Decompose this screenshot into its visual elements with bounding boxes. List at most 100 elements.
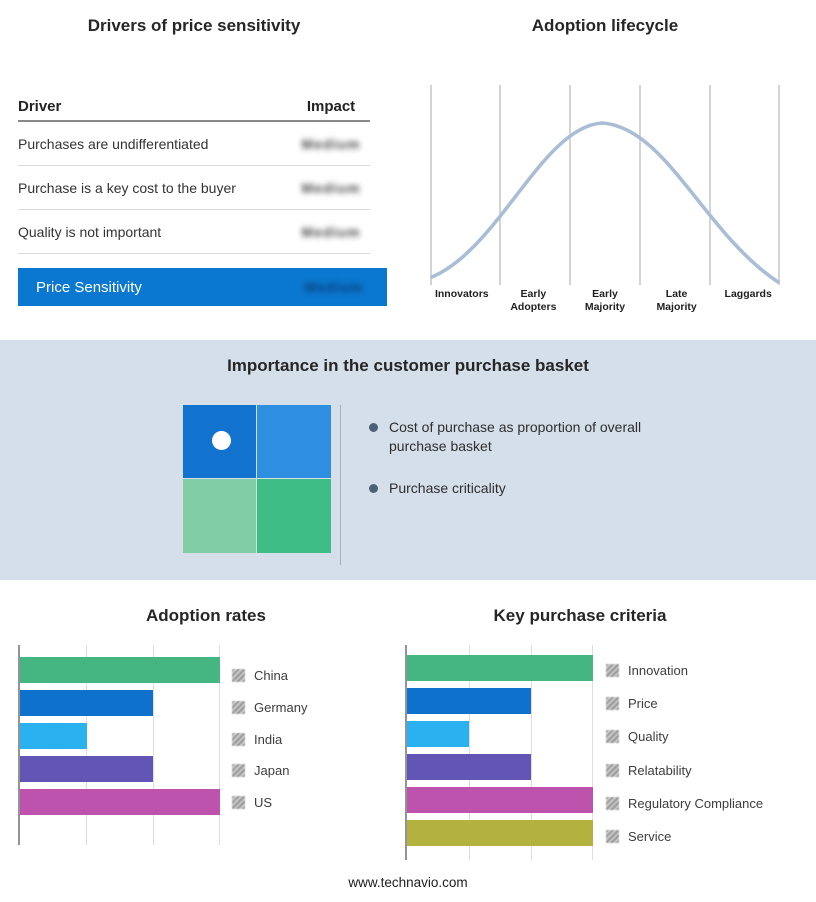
legend-label: India	[254, 731, 283, 747]
adoption-legend: China Germany India Japan US	[232, 668, 307, 810]
legend-item-innovation: Innovation	[606, 663, 763, 678]
bar-row	[407, 820, 593, 846]
quadrant-cell-bottom-left	[183, 479, 256, 553]
driver-label: Purchases are undifferentiated	[18, 135, 209, 152]
legend-swatch-icon	[232, 796, 245, 809]
legend-label: Regulatory Compliance	[628, 795, 764, 811]
bar-row	[20, 756, 220, 782]
legend-swatch-icon	[232, 764, 245, 778]
legend-swatch-icon	[606, 763, 619, 777]
bullet-icon	[369, 423, 378, 432]
legend-label: Service	[628, 828, 672, 844]
driver-row: Quality is not important Medium	[18, 210, 370, 254]
impact-value: Medium	[301, 223, 361, 240]
legend-label: Innovation	[628, 663, 688, 678]
stage-label: Early Majority	[584, 288, 626, 313]
legend-item-service: Service	[606, 829, 763, 844]
legend-item-regulatory-compliance: Regulatory Compliance	[606, 796, 763, 811]
legend-label: Relatability	[628, 762, 692, 778]
legend-label: Quality	[628, 729, 669, 745]
gridline	[219, 645, 220, 845]
legend-label: Germany	[254, 699, 308, 715]
legend-swatch-icon	[606, 730, 619, 744]
bar-us	[20, 789, 220, 815]
bullet-item: Cost of purchase as proportion of overal…	[369, 418, 649, 457]
bullet-icon	[369, 483, 378, 493]
price-sensitivity-highlight-row: Price Sensitivity Medium	[18, 268, 387, 306]
bar-innovation	[407, 655, 593, 681]
impact-value: Medium	[301, 179, 361, 196]
key-criteria-chart	[405, 645, 594, 860]
purchase-basket-band	[0, 340, 816, 580]
bar-row	[407, 655, 593, 681]
legend-label: Price	[628, 696, 658, 712]
drivers-panel-title: Drivers of price sensitivity	[87, 16, 301, 35]
quadrant-axis-line	[340, 405, 341, 565]
price-sensitivity-impact: Medium	[304, 279, 364, 295]
bar-row	[407, 754, 593, 780]
bullet-item: Purchase criticality	[369, 479, 649, 498]
legend-label: Japan	[254, 763, 290, 779]
legend-item-germany: Germany	[232, 700, 307, 715]
bar-quality	[407, 721, 469, 747]
gridline	[152, 645, 154, 845]
driver-label: Quality is not important	[18, 223, 162, 240]
drivers-rows: Purchases are undifferentiated Medium Purc…	[18, 122, 370, 254]
bar-germany	[20, 690, 154, 716]
criteria-bars	[407, 645, 593, 846]
bell-curve	[430, 121, 780, 284]
legend-item-quality: Quality	[606, 729, 763, 744]
criteria-legend: Innovation Price Quality Relatability Regula…	[606, 663, 763, 844]
stage-label: Early Adopters	[510, 288, 557, 313]
gridline	[592, 645, 594, 860]
legend-swatch-icon	[606, 796, 619, 810]
driver-column-header: Driver	[18, 97, 62, 115]
lifecycle-stages: Innovators Early Adopters Early Majority La…	[426, 288, 784, 313]
basket-bullets: Cost of purchase as proportion of overal…	[369, 418, 649, 520]
adoption-rates-chart	[18, 645, 220, 845]
bar-row	[407, 787, 593, 813]
driver-label: Purchase is a key cost to the buyer	[18, 179, 236, 196]
bar-china	[20, 657, 220, 683]
quadrant-cell-bottom-right	[257, 479, 331, 553]
legend-swatch-icon	[232, 700, 245, 714]
adoption-bars	[20, 645, 220, 815]
stage-label: Late Majority	[656, 288, 697, 313]
quadrant-cell-top-left	[183, 405, 256, 478]
bar-row	[20, 723, 220, 749]
bullet-text: Purchase criticality	[389, 479, 506, 496]
key-criteria-title: Key purchase criteria	[493, 606, 667, 625]
bar-price	[407, 688, 531, 714]
lifecycle-title: Adoption lifecycle	[531, 16, 679, 35]
legend-item-relatability: Relatability	[606, 763, 763, 778]
legend-item-price: Price	[606, 696, 763, 711]
bar-regulatory-compliance	[407, 787, 593, 813]
bar-india	[20, 723, 87, 749]
legend-swatch-icon	[606, 664, 619, 677]
basket-title: Importance in the customer purchase bask…	[227, 356, 589, 375]
gridline	[86, 645, 88, 845]
lifecycle-gridlines	[430, 85, 780, 285]
bullet-text: Cost of purchase as proportion of overal…	[389, 419, 642, 455]
legend-item-china: China	[232, 668, 307, 683]
bar-japan	[20, 756, 154, 782]
legend-swatch-icon	[606, 829, 619, 843]
legend-label: China	[254, 668, 288, 683]
legend-swatch-icon	[232, 732, 245, 746]
bar-row	[20, 690, 220, 716]
drivers-table-header: Driver Impact	[18, 92, 370, 122]
stage-label: Laggards	[724, 288, 772, 300]
adoption-rates-title: Adoption rates	[146, 606, 266, 625]
bar-row	[407, 721, 593, 747]
legend-item-japan: Japan	[232, 763, 307, 778]
bar-relatability	[407, 754, 531, 780]
legend-swatch-icon	[232, 669, 245, 682]
footer-url: www.technavio.com	[348, 875, 468, 890]
bar-row	[407, 688, 593, 714]
impact-column-header: Impact	[306, 97, 356, 115]
legend-item-india: India	[232, 732, 307, 747]
bar-service	[407, 820, 593, 846]
adoption-lifecycle-chart	[430, 85, 780, 285]
impact-value: Medium	[301, 135, 361, 152]
quadrant-cell-top-right	[257, 405, 331, 478]
